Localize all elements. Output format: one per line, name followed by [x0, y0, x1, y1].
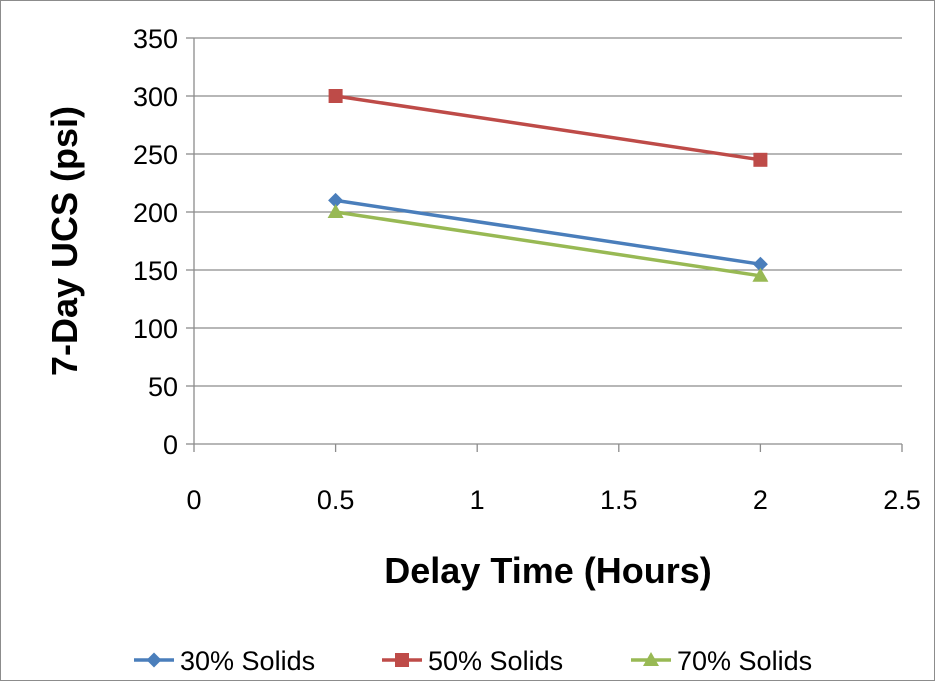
- x-tick-label: 2: [753, 485, 768, 515]
- x-tick-label: 0: [186, 485, 201, 515]
- x-tick-label: 1.5: [600, 485, 638, 515]
- axes: [186, 37, 903, 452]
- y-tick-label: 350: [133, 24, 178, 54]
- data-point: [328, 192, 344, 208]
- legend-marker: [395, 653, 409, 667]
- x-tick-label: 1: [470, 485, 485, 515]
- series-line: [335, 94, 761, 162]
- y-tick-label: 50: [148, 372, 178, 402]
- data-point: [753, 152, 768, 167]
- y-tick-label: 200: [133, 198, 178, 228]
- legend: 30% Solids 50% Solids 70% Solids: [134, 646, 812, 676]
- data-point: [328, 89, 343, 103]
- series-lines: [335, 94, 761, 278]
- x-tick-label: 2.5: [883, 485, 921, 515]
- data-point: [752, 256, 768, 272]
- x-tick-label: 0.5: [317, 485, 355, 515]
- legend-marker: [146, 652, 162, 668]
- y-tick-label: 0: [163, 430, 178, 460]
- legend-label: 70% Solids: [677, 646, 812, 676]
- data-point: [752, 267, 769, 282]
- legend-marker: [643, 652, 659, 666]
- y-tick-label: 300: [133, 82, 178, 112]
- y-tick-label: 150: [133, 256, 178, 286]
- y-tick-label: 100: [133, 314, 178, 344]
- legend-label: 30% Solids: [180, 646, 315, 676]
- y-tick-label: 250: [133, 140, 178, 170]
- y-axis-title: 7-Day UCS (psi): [44, 106, 85, 376]
- data-point: [327, 204, 344, 218]
- data-markers: [327, 89, 769, 282]
- series-line: [335, 198, 761, 266]
- x-axis-title: Delay Time (Hours): [384, 550, 711, 591]
- legend-label: 50% Solids: [428, 646, 563, 676]
- tick-labels: 0 50 100 150 200 250 300 350 0 0.5 1 1.5 2 2.5: [133, 24, 921, 515]
- series-line: [335, 210, 761, 278]
- gridlines: [194, 37, 902, 387]
